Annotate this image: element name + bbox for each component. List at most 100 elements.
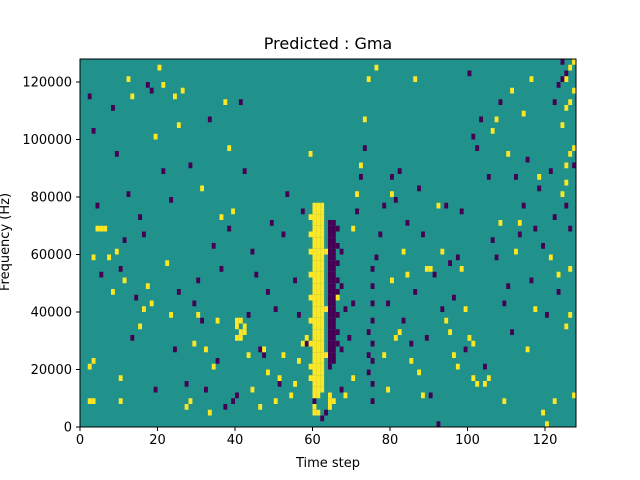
heatmap-cell-low [320,415,325,422]
heatmap-cell-high [219,214,224,220]
y-tick-label: 0 [64,421,72,436]
heatmap-cell-high [180,87,185,94]
heatmap-cell-low [370,317,375,324]
heatmap-cell-low [335,277,340,284]
heatmap-cell-low [351,300,356,307]
heatmap-cell-high [320,363,325,370]
heatmap-cell-high [324,248,329,255]
heatmap-cell-high [91,254,96,261]
heatmap-cell-high [293,381,298,387]
heatmap-cell-high [312,248,317,255]
heatmap-cell-high [312,323,317,330]
heatmap-cell-high [215,317,220,324]
heatmap-cell-high [312,289,317,295]
heatmap-cell-high [320,352,325,358]
x-tick-label: 20 [149,433,166,448]
heatmap-cell-high [122,277,127,284]
heatmap-cell-low [432,271,437,278]
heatmap-cell-high [312,243,317,249]
heatmap-cell-low [370,340,375,347]
heatmap-cell-high [192,340,197,347]
heatmap-cell-low [149,87,154,94]
heatmap-cell-high [308,294,313,301]
heatmap-cell-low [138,214,143,220]
heatmap-cell-high [452,352,456,358]
heatmap-cell-low [273,306,278,312]
heatmap-cell-low [328,283,332,289]
heatmap-cell-low [312,398,317,404]
heatmap-cell-low [564,202,569,209]
heatmap-cell-low [335,329,340,335]
heatmap-cell-low [227,225,232,232]
heatmap-cell-low [556,82,561,88]
heatmap-cell-low [405,220,410,226]
heatmap-cell-low [390,174,394,180]
heatmap-cell-low [161,168,166,174]
heatmap-cell-high [308,363,313,370]
heatmap-cell-low [328,340,332,347]
heatmap-cell-low [122,237,127,243]
heatmap-cell-high [235,323,239,330]
heatmap-cell-high [312,300,317,307]
heatmap-cell-high [564,162,569,169]
heatmap-cell-high [440,248,445,255]
heatmap-cell-high [161,82,166,88]
heatmap-cell-low [374,254,379,261]
heatmap-cell-high [320,358,325,364]
heatmap-cell-high [316,300,321,307]
heatmap-cell-high [471,340,476,347]
heatmap-cell-high [537,174,542,180]
heatmap-cell-high [312,202,317,209]
heatmap-cell-high [308,375,313,381]
heatmap-cell-low [328,317,332,324]
heatmap-cell-low [269,220,274,226]
heatmap-cell-low [529,277,534,284]
heatmap-cell-high [506,151,511,157]
x-tick-label: 80 [382,433,399,448]
heatmap-cell-high [316,202,321,209]
heatmap-cell-high [316,352,321,358]
y-tick-label: 60000 [31,248,72,263]
heatmap-cell-high [242,323,247,330]
heatmap-cell-low [328,352,332,358]
heatmap-cell-high [320,317,325,324]
heatmap-cell-high [165,260,170,266]
heatmap-cell-high [467,335,472,341]
heatmap-cell-high [320,386,325,393]
heatmap-cell-high [235,317,239,324]
heatmap-cell-high [204,346,208,353]
x-axis-label: Time step [295,456,360,471]
heatmap-cell-high [316,346,321,353]
heatmap-cell-high [486,375,491,381]
heatmap-cell-high [459,266,464,272]
heatmap-cell-high [572,392,577,399]
heatmap-cell-low [339,283,344,289]
heatmap-cell-low [277,381,282,387]
heatmap-cell-high [362,116,367,123]
heatmap-cell-low [304,340,309,347]
heatmap-cell-high [320,312,325,318]
heatmap-cell-low [176,289,181,295]
heatmap-cell-high [242,329,247,335]
heatmap-cell-low [362,145,367,151]
heatmap-cell-high [541,409,546,416]
heatmap-cell-high [304,335,309,341]
heatmap-cell-high [436,202,441,209]
heatmap-cell-low [448,260,453,266]
heatmap-cell-high [118,375,123,381]
heatmap-cell-high [262,346,267,353]
heatmap-cell-high [390,191,394,197]
heatmap-cell-high [568,266,573,272]
heatmap-cell-high [572,87,577,94]
heatmap-cell-high [316,266,321,272]
heatmap-cell-high [316,409,321,416]
heatmap-cell-low [498,99,503,105]
heatmap-cell-low [188,162,193,169]
heatmap-cell-low [560,59,565,65]
heatmap-cell-high [405,271,410,278]
heatmap-cell-high [335,294,340,301]
heatmap-cell-low [552,214,557,220]
heatmap-cell-low [196,277,201,284]
heatmap-cell-low [153,386,158,393]
heatmap-cell-high [320,266,325,272]
